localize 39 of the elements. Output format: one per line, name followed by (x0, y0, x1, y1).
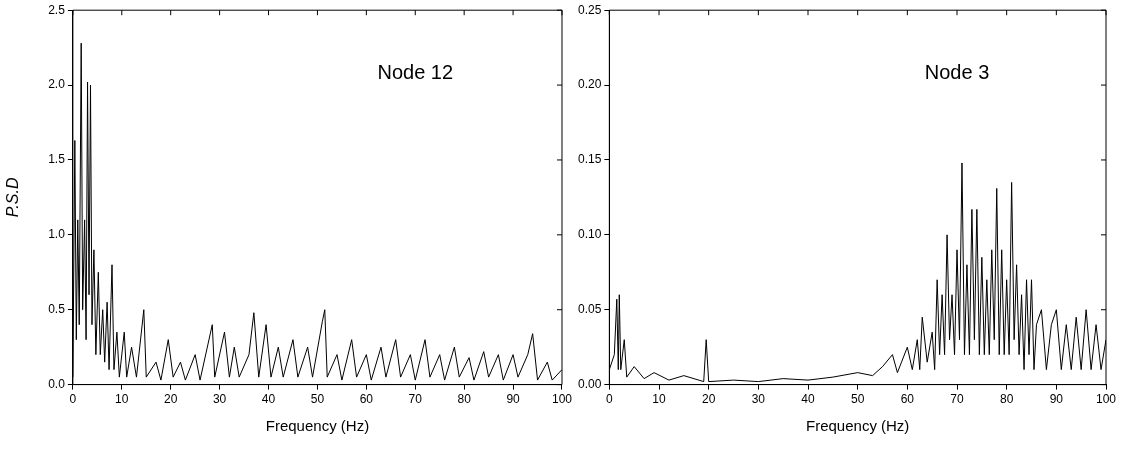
annotation: Node 3 (924, 61, 990, 84)
x-tick-label: 40 (801, 392, 816, 407)
x-tick-label: 10 (652, 392, 667, 407)
x-tick-label: 90 (506, 392, 521, 407)
x-tick-label: 10 (115, 392, 129, 407)
x-tick-label: 80 (457, 392, 472, 407)
x-tick-label: 20 (164, 392, 178, 407)
annotation: Node 12 (377, 61, 454, 84)
y-tick-label: 0.15 (578, 152, 602, 167)
y-tick-label: 2.0 (48, 77, 66, 92)
y-tick-label: 0.05 (578, 302, 602, 317)
y-tick-label: 0.00 (578, 376, 602, 391)
x-tick-label: 30 (751, 392, 766, 407)
x-tick-label: 70 (408, 392, 423, 407)
x-axis-title: Frequency (Hz) (806, 417, 910, 435)
x-tick-label: 70 (950, 392, 964, 407)
y-tick-label: 0.10 (578, 227, 602, 242)
x-tick-label: 100 (551, 392, 573, 407)
x-tick-label: 60 (900, 392, 915, 407)
y-tick-label: 0.25 (578, 2, 602, 17)
x-tick-label: 80 (999, 392, 1014, 407)
x-tick-label: 0 (606, 392, 614, 407)
x-tick-label: 20 (702, 392, 716, 407)
x-tick-label: 30 (212, 392, 227, 407)
y-tick-label: 0.20 (578, 77, 602, 92)
y-tick-label: 0.0 (48, 376, 66, 391)
x-tick-label: 50 (310, 392, 325, 407)
x-tick-label: 50 (851, 392, 865, 407)
y-tick-label: 2.5 (48, 2, 66, 17)
x-tick-label: 40 (261, 392, 276, 407)
x-tick-label: 60 (359, 392, 374, 407)
x-tick-label: 100 (1095, 392, 1117, 407)
y-tick-label: 0.5 (48, 302, 66, 317)
x-axis-title: Frequency (Hz) (265, 417, 370, 435)
y-axis-title: P.S.D (4, 177, 22, 218)
y-tick-label: 1.0 (48, 227, 66, 242)
y-tick-label: 1.5 (48, 152, 66, 167)
x-tick-label: 0 (69, 392, 77, 407)
x-tick-label: 90 (1049, 392, 1064, 407)
